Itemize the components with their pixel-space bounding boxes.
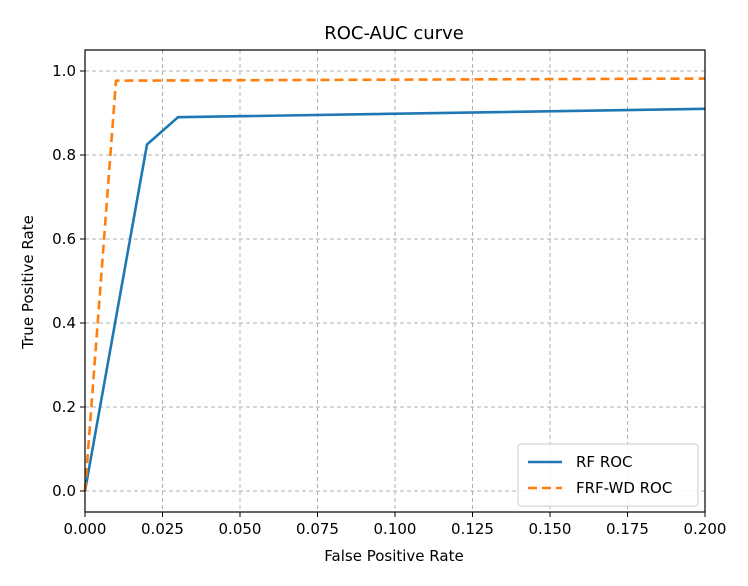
x-tick-label: 0.150 (529, 520, 572, 538)
x-tick-label: 0.175 (606, 520, 649, 538)
x-tick-label: 0.025 (141, 520, 184, 538)
legend-label-frf-wd-roc: FRF-WD ROC (576, 479, 672, 497)
axis-ticks: 0.000 0.025 0.050 0.075 0.100 0.125 0.150 0.175… (52, 62, 726, 538)
series-line-rf-roc (83, 107, 706, 492)
series-lines (83, 77, 706, 492)
x-tick-label: 0.000 (64, 520, 107, 538)
grid (84, 50, 706, 512)
x-tick-label: 0.075 (296, 520, 339, 538)
chart-title: ROC-AUC curve (324, 23, 464, 44)
legend-box (517, 443, 699, 507)
y-tick-label: 1.0 (52, 62, 76, 80)
y-tick-label: 0.2 (52, 398, 76, 416)
x-axis-label: False Positive Rate (324, 547, 463, 565)
x-tick-label: 0.050 (219, 520, 262, 538)
legend-label-rf-roc: RF ROC (576, 453, 633, 471)
legend: RF ROC FRF-WD ROC (517, 443, 699, 507)
y-tick-label: 0.6 (52, 230, 76, 248)
x-tick-label: 0.200 (684, 520, 727, 538)
series-line-frf-wd-roc (83, 77, 706, 492)
y-tick-label: 0.4 (52, 314, 76, 332)
x-tick-label: 0.125 (451, 520, 494, 538)
y-tick-label: 0.0 (52, 482, 76, 500)
x-tick-label: 0.100 (374, 520, 417, 538)
y-tick-label: 0.8 (52, 146, 76, 164)
y-axis-label: True Positive Rate (19, 215, 37, 350)
